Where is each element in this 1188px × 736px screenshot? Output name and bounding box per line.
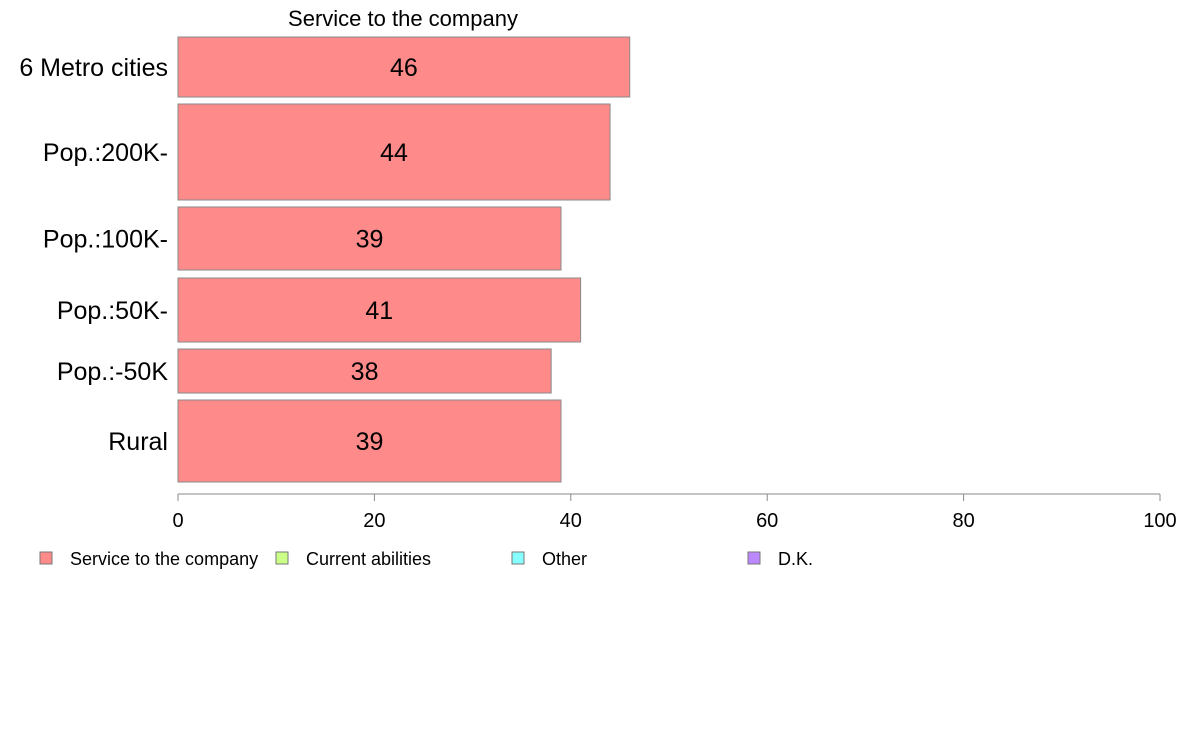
value-label: 41 [365, 297, 393, 325]
bar-1 [177, 103, 611, 201]
x-tick-label: 80 [952, 510, 974, 532]
legend-swatch [511, 551, 525, 565]
bars-group [177, 36, 631, 483]
x-tick-label: 0 [172, 510, 183, 532]
category-label: Pop.:200K- [43, 139, 168, 167]
value-label: 44 [380, 139, 408, 167]
x-axis: 0 20 40 60 80 100 [172, 493, 1177, 532]
legend-swatch [747, 551, 761, 565]
x-tick-label: 20 [363, 510, 385, 532]
category-labels: 6 Metro cities Pop.:200K- Pop.:100K- Pop.:5… [19, 54, 168, 456]
category-label: Pop.:100K- [43, 226, 168, 254]
legend: Service to the company Current abilities O… [39, 549, 813, 569]
value-label: 39 [356, 226, 384, 254]
bar-3 [177, 277, 582, 343]
bar-5 [177, 399, 562, 483]
legend-swatch [275, 551, 289, 565]
chart-title: Service to the company [288, 6, 518, 31]
category-label: Pop.:-50K [57, 358, 169, 386]
value-label: 39 [356, 428, 384, 456]
value-label: 38 [351, 358, 379, 386]
legend-label: Service to the company [70, 549, 258, 569]
category-label: Rural [108, 428, 168, 456]
legend-label: D.K. [778, 549, 813, 569]
bar-2 [177, 206, 562, 271]
legend-label: Other [542, 549, 587, 569]
value-labels: 46 44 39 41 38 39 [351, 54, 418, 456]
x-tick-label: 100 [1143, 510, 1176, 532]
bar-0 [177, 36, 631, 98]
value-label: 46 [390, 54, 418, 82]
x-tick-label: 40 [560, 510, 582, 532]
bar-4 [177, 348, 552, 394]
x-tick-label: 60 [756, 510, 778, 532]
category-label: Pop.:50K- [57, 297, 168, 325]
legend-label: Current abilities [306, 549, 431, 569]
category-label: 6 Metro cities [19, 54, 168, 82]
legend-swatch [39, 551, 53, 565]
